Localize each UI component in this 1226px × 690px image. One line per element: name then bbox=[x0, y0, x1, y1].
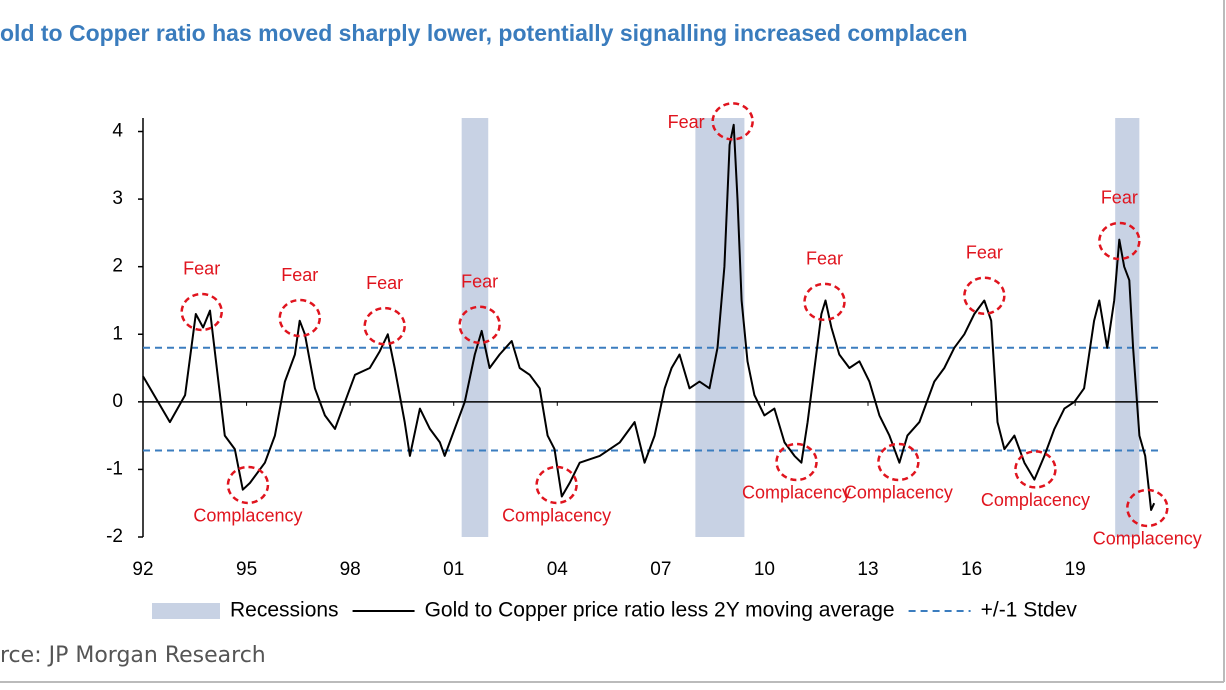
x-tick-label: 19 bbox=[1065, 559, 1086, 580]
y-tick-label: -1 bbox=[106, 458, 123, 479]
recession-band bbox=[461, 118, 489, 537]
x-tick-label: 98 bbox=[340, 559, 361, 580]
annotation-circle bbox=[535, 465, 578, 505]
annotation-label: Fear bbox=[1101, 188, 1138, 208]
y-tick-label: -2 bbox=[106, 526, 123, 547]
y-tick-label: 1 bbox=[112, 323, 123, 344]
recession-band bbox=[1115, 118, 1140, 537]
annotation-circle bbox=[363, 306, 406, 346]
annotation-circle bbox=[877, 442, 920, 482]
annotation-label: Fear bbox=[366, 273, 403, 293]
legend-label: Recessions bbox=[230, 599, 339, 622]
annotation-label: Complacency bbox=[502, 506, 611, 526]
x-tick-label: 04 bbox=[547, 559, 569, 580]
annotation-circle bbox=[1126, 488, 1169, 528]
annotation-circle bbox=[180, 292, 223, 332]
annotation-label: Complacency bbox=[742, 483, 851, 503]
annotation-circle bbox=[1098, 221, 1141, 261]
annotation-label: Fear bbox=[183, 259, 220, 279]
y-tick-label: 2 bbox=[112, 256, 123, 277]
x-tick-label: 01 bbox=[443, 559, 464, 580]
annotation-circle bbox=[458, 305, 501, 345]
source: rce: JP Morgan Research bbox=[0, 643, 266, 668]
series-line bbox=[142, 123, 1156, 511]
x-tick-label: 13 bbox=[857, 559, 878, 580]
y-tick-label: 4 bbox=[112, 121, 123, 142]
y-tick-label: 3 bbox=[112, 188, 123, 209]
annotation-label: Fear bbox=[806, 249, 843, 269]
annotation-circle bbox=[1014, 450, 1057, 489]
legend-label: Gold to Copper price ratio less 2Y movin… bbox=[425, 599, 895, 622]
annotation-label: Complacency bbox=[981, 490, 1090, 510]
annotation-label: Fear bbox=[668, 112, 705, 132]
x-tick-label: 10 bbox=[754, 559, 775, 580]
annotation-label: Fear bbox=[966, 242, 1003, 262]
legend-swatch-recessions bbox=[152, 603, 220, 619]
legend-label: +/-1 Stdev bbox=[981, 599, 1078, 622]
x-tick-label: 07 bbox=[650, 559, 671, 580]
x-tick-label: 95 bbox=[236, 559, 257, 580]
y-tick-label: 0 bbox=[112, 391, 123, 412]
annotation-label: Fear bbox=[461, 272, 498, 292]
annotation-circle bbox=[775, 442, 818, 482]
annotation-circle bbox=[226, 465, 270, 505]
x-tick-label: 16 bbox=[961, 559, 982, 580]
annotation-circle bbox=[278, 298, 321, 338]
annotation-circle bbox=[803, 282, 846, 322]
chart-title: old to Copper ratio has moved sharply lo… bbox=[0, 20, 968, 46]
annotation-label: Complacency bbox=[1093, 529, 1202, 549]
annotation-label: Complacency bbox=[193, 506, 302, 526]
annotation-circle bbox=[963, 276, 1006, 315]
annotation-label: Fear bbox=[281, 265, 318, 285]
annotation-label: Complacency bbox=[844, 483, 953, 503]
x-tick-label: 92 bbox=[132, 559, 153, 580]
annotation-circle bbox=[711, 102, 754, 141]
